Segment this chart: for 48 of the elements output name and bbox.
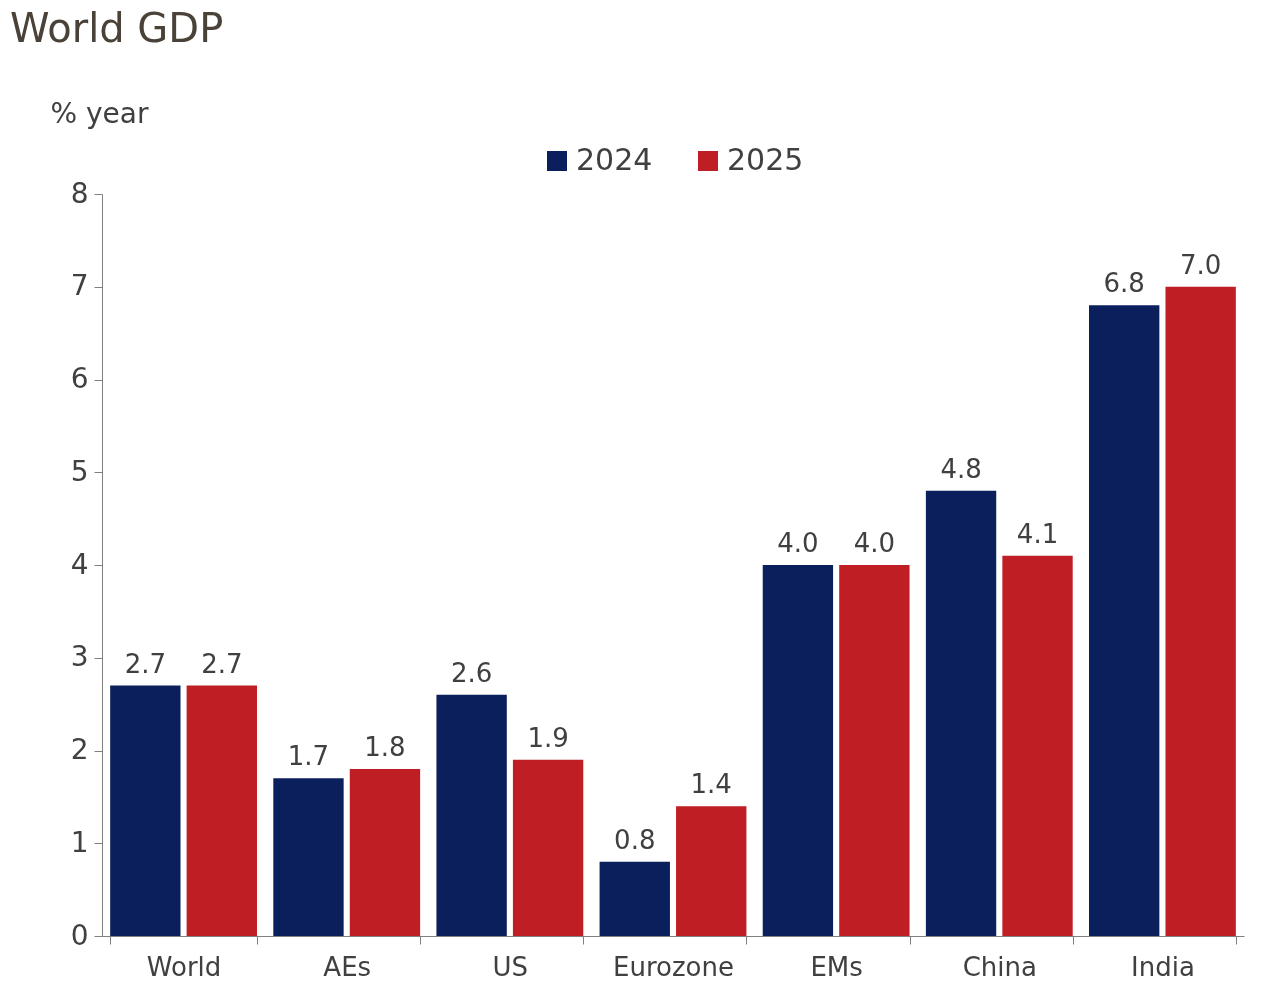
bar (110, 685, 181, 936)
y-axis-title: % year (50, 96, 149, 130)
bar (676, 806, 747, 936)
y-tick-label: 4 (70, 547, 89, 581)
x-tick-label: AEs (323, 951, 372, 982)
bar (1165, 286, 1236, 936)
data-label: 7.0 (1179, 249, 1222, 280)
legend-label: 2024 (576, 142, 653, 177)
y-tick-label: 6 (70, 362, 89, 395)
y-tick-label: 1 (70, 825, 89, 859)
y-tick-label: 8 (70, 176, 89, 210)
data-label: 4.1 (1016, 518, 1059, 549)
bar (512, 759, 584, 936)
data-label: 4.8 (940, 453, 982, 484)
y-tick-label: 2 (70, 733, 89, 766)
bar (1089, 305, 1160, 936)
bar (839, 565, 910, 936)
x-tick-label: US (492, 951, 529, 982)
bar (273, 778, 344, 936)
x-tick-label: EMs (810, 951, 863, 982)
chart-title: World GDP (10, 5, 224, 51)
x-tick-label: China (962, 951, 1037, 982)
data-label: 4.0 (853, 528, 896, 558)
data-label: 1.8 (364, 732, 406, 763)
y-tick-label: 7 (70, 269, 89, 303)
bar (762, 565, 834, 936)
data-label: 2.7 (201, 648, 243, 679)
data-label: 4.0 (777, 528, 819, 558)
data-label: 2.7 (124, 648, 167, 679)
data-label: 1.9 (527, 722, 569, 753)
y-tick-label: 0 (70, 918, 89, 952)
bar (349, 769, 421, 936)
x-tick-label: World (146, 951, 222, 982)
bar (1002, 555, 1073, 936)
data-label: 2.6 (450, 657, 493, 688)
bar (925, 490, 997, 936)
bar (436, 694, 507, 936)
data-label: 1.7 (287, 741, 330, 772)
bar (186, 685, 257, 936)
bar (599, 861, 670, 936)
x-tick-label: India (1131, 951, 1195, 982)
x-tick-label: Eurozone (613, 951, 734, 982)
y-tick-label: 3 (70, 640, 89, 674)
data-label: 1.4 (690, 769, 732, 800)
legend-label: 2025 (727, 142, 804, 177)
y-tick-label: 5 (70, 454, 89, 488)
data-label: 6.8 (1103, 268, 1145, 299)
data-label: 0.8 (614, 824, 656, 855)
